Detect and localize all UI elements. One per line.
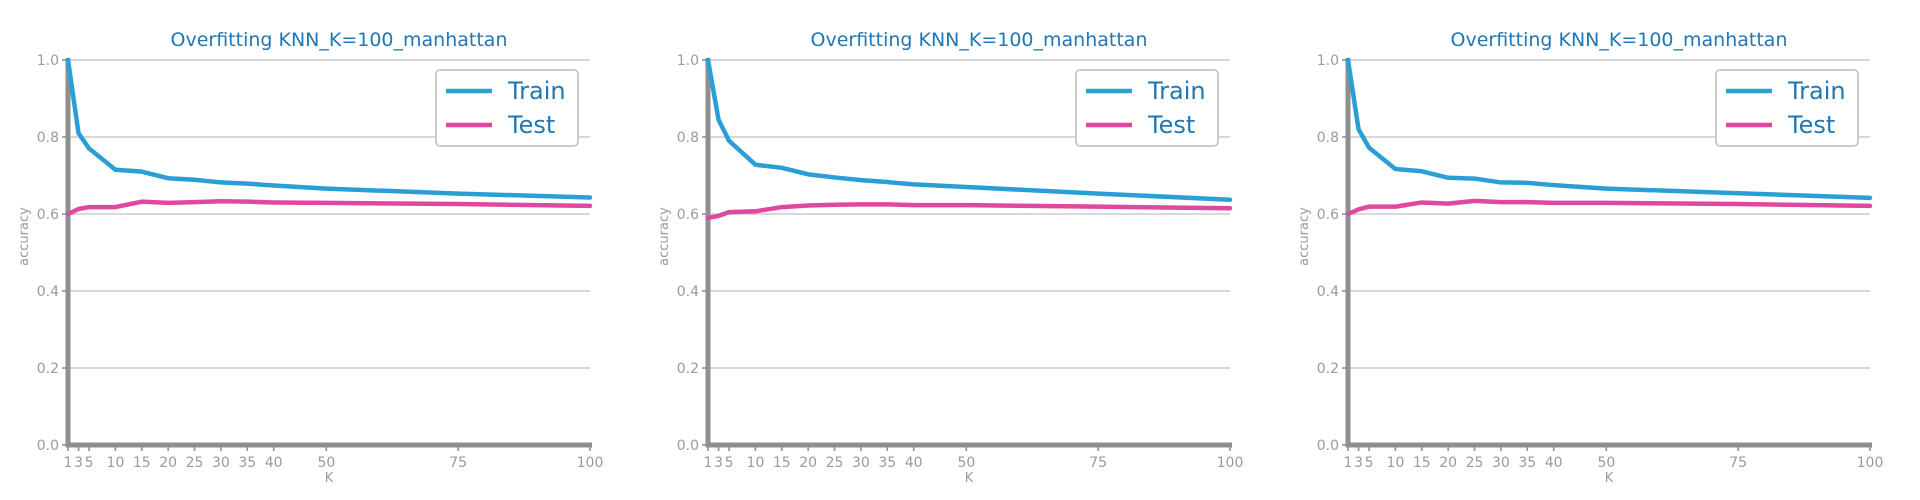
x-tick-label: 20 [159,455,177,471]
x-tick-label: 15 [773,455,791,471]
x-tick-label: 20 [1439,455,1457,471]
y-tick-label: 1.0 [1317,53,1339,69]
legend-label-train: Train [507,77,566,105]
x-tick-label: 50 [957,455,975,471]
y-tick-label: 0.6 [677,207,699,223]
legend-label-test: Test [1147,111,1195,139]
x-tick-label: 75 [1729,455,1747,471]
x-tick-label: 1 [64,455,73,471]
x-tick-label: 40 [265,455,283,471]
series-line-test [1345,198,1873,217]
legend-label-test: Test [507,111,555,139]
y-tick-label: 0.8 [1317,130,1339,146]
y-tick-label: 0.8 [37,130,59,146]
x-tick-label: 1 [704,455,713,471]
chart-panel-1: 0.00.20.40.60.81.01 3 5 10 15 20 25 30 35 40 50 75 1… [17,29,604,486]
x-tick-label: 30 [1492,455,1510,471]
chart-panel-2: 0.00.20.40.60.81.01 3 5 10 15 20 25 30 35 40 50 75 1… [657,29,1244,486]
y-tick-label: 0.8 [677,130,699,146]
series-line-test [705,202,1233,221]
x-tick-label: 35 [238,455,256,471]
x-tick-label: 30 [212,455,230,471]
x-tick-label: 1 [1344,455,1353,471]
x-axis-label: K [965,471,974,486]
x-tick-label: 75 [449,455,467,471]
x-tick-label: 5 [725,455,734,471]
x-tick-label: 40 [1545,455,1563,471]
x-tick-label: 100 [1857,455,1884,471]
x-tick-label: 25 [1466,455,1484,471]
x-tick-label: 3 [74,455,83,471]
y-tick-label: 0.6 [1317,207,1339,223]
y-tick-label: 0.2 [37,361,59,377]
x-tick-label: 25 [186,455,204,471]
y-tick-label: 1.0 [677,53,699,69]
x-tick-label: 35 [878,455,896,471]
x-axis-label: K [1605,471,1614,486]
y-tick-label: 0.4 [1317,284,1339,300]
x-tick-label: 3 [714,455,723,471]
legend: Train Test [435,69,579,147]
legend: Train Test [1075,69,1219,147]
y-tick-label: 0.4 [37,284,59,300]
y-tick-label: 0.4 [677,284,699,300]
y-tick-label: 0.0 [37,438,59,454]
x-tick-label: 35 [1518,455,1536,471]
x-tick-label: 5 [1365,455,1374,471]
x-tick-label: 50 [317,455,335,471]
y-tick-label: 0.0 [677,438,699,454]
y-axis-label: accuracy [657,207,672,266]
x-tick-label: 25 [826,455,844,471]
legend-label-train: Train [1147,77,1206,105]
y-tick-label: 0.2 [677,361,699,377]
y-axis-label: accuracy [1297,207,1312,266]
x-tick-label: 20 [799,455,817,471]
chart-title: Overfitting KNN_K=100_manhattan [171,29,508,51]
y-tick-label: 0.2 [1317,361,1339,377]
x-tick-label: 75 [1089,455,1107,471]
y-axis-label: accuracy [17,207,32,266]
x-tick-label: 100 [577,455,604,471]
x-tick-label: 40 [905,455,923,471]
x-axis-label: K [325,471,334,486]
x-tick-label: 50 [1597,455,1615,471]
y-tick-label: 0.0 [1317,438,1339,454]
x-tick-label: 10 [1387,455,1405,471]
x-tick-label: 100 [1217,455,1244,471]
legend: Train Test [1715,69,1859,147]
x-tick-label: 15 [133,455,151,471]
y-tick-label: 1.0 [37,53,59,69]
x-tick-label: 30 [852,455,870,471]
chart-title: Overfitting KNN_K=100_manhattan [1451,29,1788,51]
y-tick-label: 0.6 [37,207,59,223]
x-tick-label: 5 [85,455,94,471]
chart-title: Overfitting KNN_K=100_manhattan [811,29,1148,51]
x-tick-label: 3 [1354,455,1363,471]
series-line-test [65,199,593,217]
chart-panel-3: 0.00.20.40.60.81.01 3 5 10 15 20 25 30 35 40 50 75 1… [1297,29,1884,486]
x-tick-label: 10 [107,455,125,471]
legend-label-train: Train [1787,77,1846,105]
legend-label-test: Test [1787,111,1835,139]
x-tick-label: 10 [747,455,765,471]
x-tick-label: 15 [1413,455,1431,471]
